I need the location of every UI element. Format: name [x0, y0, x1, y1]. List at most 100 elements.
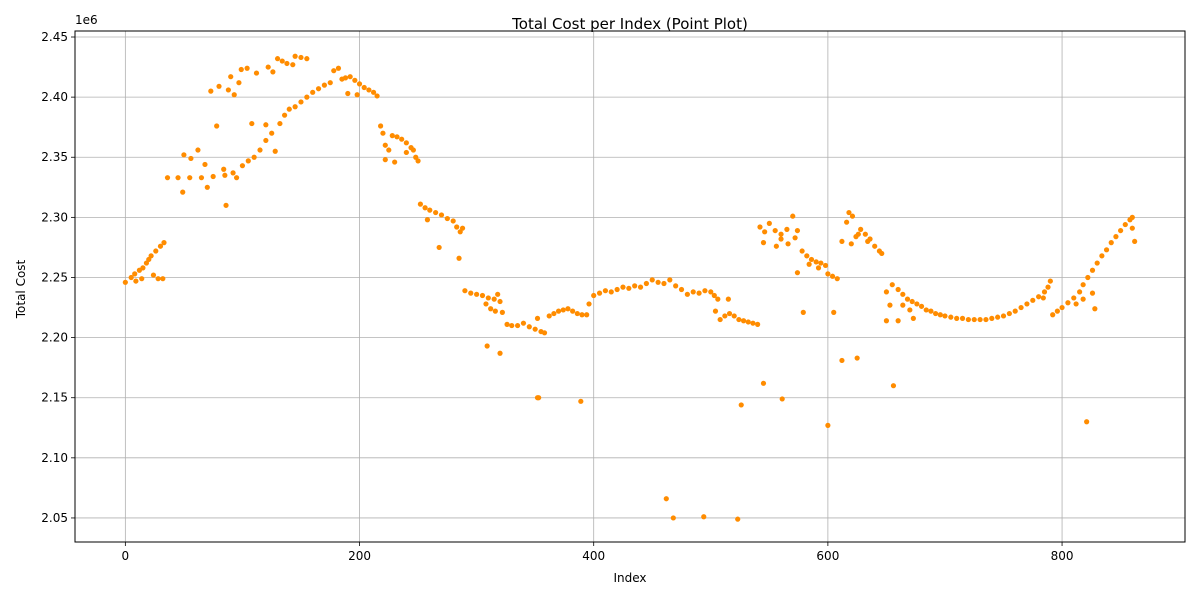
data-point [586, 301, 592, 307]
data-point [238, 66, 244, 73]
data-point [181, 152, 187, 158]
data-point [637, 284, 644, 290]
data-point [579, 312, 585, 318]
data-point [132, 271, 138, 277]
data-point [667, 277, 673, 283]
data-point [632, 283, 638, 289]
data-point [574, 310, 580, 317]
data-point [292, 104, 298, 110]
data-point [1045, 284, 1051, 290]
data-point [228, 74, 234, 80]
data-point [1041, 289, 1048, 295]
data-point [263, 122, 269, 128]
data-point [514, 322, 521, 329]
data-point [485, 295, 491, 301]
data-point [702, 288, 708, 294]
data-point [175, 175, 181, 181]
data-point [849, 213, 856, 219]
data-point [1024, 301, 1030, 307]
data-point [954, 315, 960, 321]
data-point [887, 302, 893, 308]
x-tick-label: 200 [348, 549, 371, 563]
data-point [345, 90, 351, 97]
data-point [251, 154, 257, 160]
data-point [570, 308, 576, 314]
data-point [298, 99, 304, 105]
data-point [1099, 253, 1105, 259]
data-point [778, 236, 784, 242]
data-point [560, 307, 566, 313]
data-point [231, 92, 237, 98]
data-point [663, 496, 669, 502]
data-point [565, 306, 571, 312]
data-point [160, 276, 166, 282]
data-point [1073, 301, 1079, 307]
data-point [223, 202, 229, 208]
y-tick-label: 2.10 [41, 451, 68, 465]
data-point [347, 74, 353, 80]
data-point [626, 285, 632, 291]
data-point [454, 224, 460, 230]
data-point [157, 243, 164, 249]
data-point [438, 212, 445, 218]
data-point [804, 253, 810, 259]
y-tick-label: 2.35 [41, 150, 68, 164]
data-point [965, 316, 971, 323]
data-point [257, 147, 263, 153]
x-tick-label: 0 [122, 549, 130, 563]
data-point [895, 286, 901, 293]
data-point [933, 310, 939, 317]
data-point [872, 243, 878, 249]
data-point [335, 65, 342, 71]
data-point [483, 301, 489, 307]
data-point [233, 175, 240, 181]
data-point [239, 163, 246, 169]
data-point [504, 321, 510, 327]
data-point [745, 319, 751, 325]
x-tick-label: 400 [582, 549, 605, 563]
data-point [230, 170, 236, 176]
data-point [900, 302, 906, 308]
data-point [292, 53, 298, 59]
data-point [1129, 225, 1135, 231]
data-point [153, 248, 159, 254]
data-point [422, 205, 428, 211]
data-point [889, 282, 895, 288]
data-point [831, 309, 837, 315]
data-point [829, 273, 836, 279]
data-point [760, 380, 767, 386]
data-point [825, 271, 831, 277]
data-point [596, 290, 603, 296]
data-point [1132, 238, 1138, 245]
data-point [620, 284, 626, 290]
data-point [1036, 294, 1042, 300]
data-point [555, 308, 562, 314]
data-point [808, 256, 815, 263]
data-point [890, 383, 897, 389]
data-point [161, 240, 167, 246]
data-point [839, 238, 845, 245]
data-point [762, 229, 768, 235]
data-point [541, 330, 548, 336]
data-point [740, 318, 747, 324]
data-point [708, 289, 714, 295]
data-point [495, 291, 501, 297]
data-point [382, 142, 388, 148]
data-point [1085, 274, 1091, 281]
data-point [995, 314, 1001, 320]
data-point [1012, 308, 1018, 314]
data-point [701, 514, 707, 520]
y-tick-label: 2.15 [41, 391, 68, 405]
data-point [468, 290, 474, 296]
data-point [715, 296, 721, 302]
data-point [1080, 296, 1086, 302]
data-point [284, 60, 290, 67]
data-point [690, 289, 696, 295]
data-point [726, 310, 733, 317]
data-point [815, 265, 822, 271]
data-point [1080, 282, 1086, 288]
y-tick-label: 2.20 [41, 331, 68, 345]
data-point [389, 133, 395, 139]
data-point [1129, 214, 1135, 220]
y-axis-label: Total Cost [14, 259, 28, 319]
